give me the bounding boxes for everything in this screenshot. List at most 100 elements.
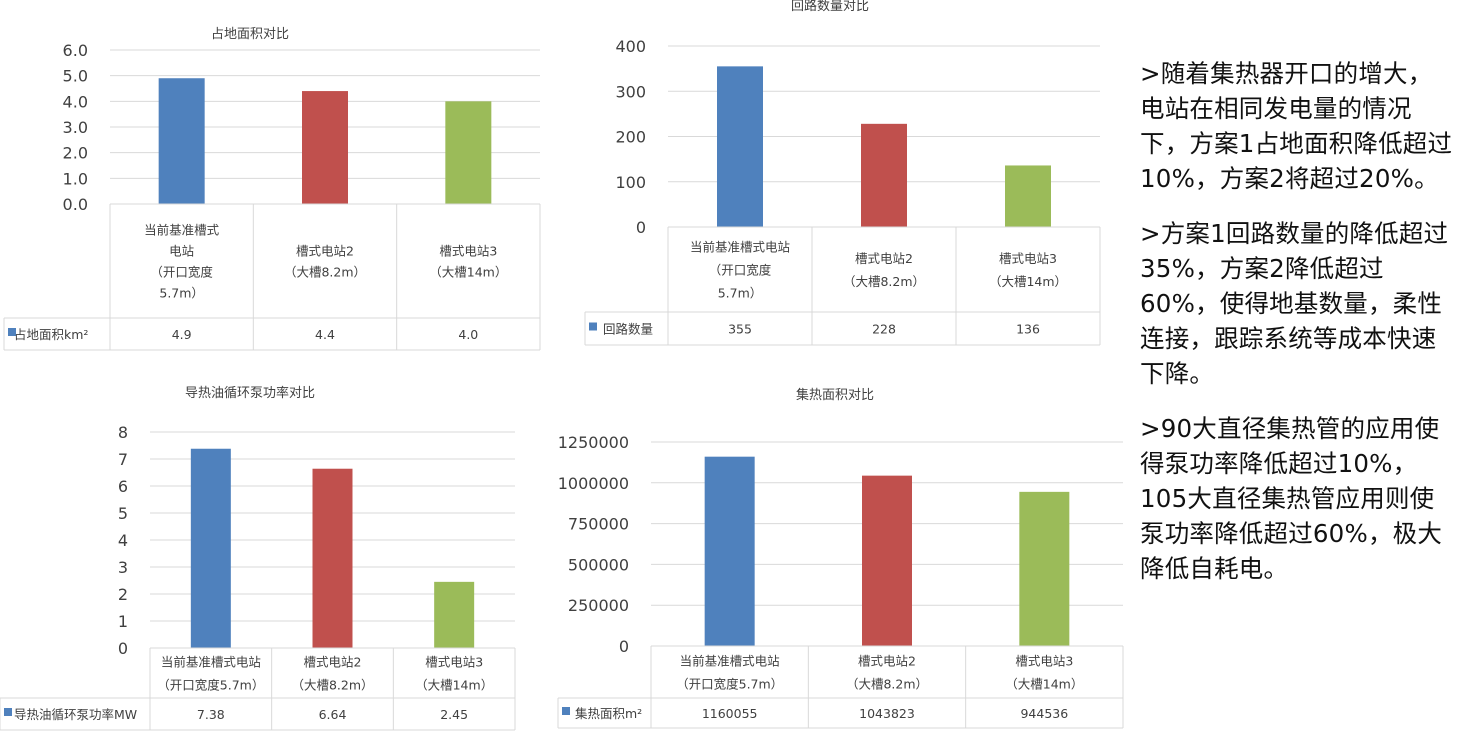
- data-label: 7.38: [197, 707, 225, 722]
- y-tick-label: 4: [118, 531, 128, 550]
- y-tick-label: 400: [615, 37, 646, 56]
- category-label: 槽式电站3: [425, 655, 483, 670]
- y-tick-label: 5.0: [63, 67, 88, 86]
- y-tick-label: 3.0: [63, 118, 88, 137]
- category-label: 电站: [169, 244, 194, 259]
- category-label: 槽式电站2: [855, 251, 913, 266]
- category-label: （大槽8.2m）: [846, 677, 928, 692]
- note-loop-count: >方案1回路数量的降低超过35%，方案2降低超过60%，使得地基数量，柔性连接，…: [1140, 219, 1449, 388]
- chart-canvas: 回路数量对比 0 100 200 300 400 当前基准槽式电站 （开口宽度 5.7m） 槽式电…: [584, 0, 1101, 346]
- category-label: （大槽8.2m）: [843, 274, 925, 289]
- category-label: （大槽14m）: [429, 265, 507, 280]
- legend-key: [562, 707, 570, 715]
- y-tick-label: 1250000: [558, 433, 629, 452]
- y-tick-label: 6: [118, 477, 128, 496]
- category-label: 当前基准槽式电站: [690, 240, 790, 255]
- chart-canvas: 集热面积对比 0 250000 500000 750000 1000000 1250000 当…: [557, 387, 1124, 729]
- category-label: 槽式电站3: [1015, 654, 1073, 669]
- bar: [302, 91, 348, 204]
- legend-key: [4, 708, 12, 716]
- category-label: 槽式电站2: [296, 244, 354, 259]
- category-label: （大槽14m）: [1005, 677, 1083, 692]
- y-tick-label: 7: [118, 450, 128, 469]
- chart-title: 回路数量对比: [791, 0, 869, 14]
- y-tick-label: 5: [118, 504, 128, 523]
- legend-label: 占地面积km²: [14, 327, 88, 342]
- category-label: （开口宽度: [709, 263, 772, 278]
- category-label: （开口宽度: [150, 265, 213, 280]
- category-label: 当前基准槽式电站: [680, 654, 780, 669]
- bar: [445, 101, 492, 204]
- y-tick-label: 0: [619, 637, 629, 656]
- category-label: （大槽8.2m）: [284, 265, 366, 280]
- data-label: 4.4: [315, 327, 335, 342]
- note-pump-power: >90大直径集热管的应用使得泵功率降低超过10%，105大直径集热管应用则使泵功…: [1140, 414, 1443, 583]
- y-tick-label: 6.0: [63, 41, 88, 60]
- data-label: 944536: [1020, 706, 1068, 721]
- category-label: 槽式电站2: [858, 654, 916, 669]
- data-label: 355: [728, 322, 752, 337]
- legend-label: 集热面积m²: [575, 706, 642, 721]
- y-tick-label: 3: [118, 558, 128, 577]
- y-tick-label: 500000: [568, 555, 629, 574]
- data-label: 4.0: [458, 327, 478, 342]
- category-label: （开口宽度5.7m）: [157, 678, 264, 693]
- data-label: 136: [1016, 322, 1040, 337]
- y-tick-label: 0.0: [63, 195, 88, 214]
- y-tick-label: 2: [118, 585, 128, 604]
- category-label: 槽式电站3: [439, 244, 497, 259]
- category-label: 当前基准槽式电站: [161, 655, 261, 670]
- bar: [312, 468, 353, 648]
- category-label: （大槽14m）: [989, 274, 1067, 289]
- category-label: 当前基准槽式: [144, 223, 220, 238]
- chart-title: 导热油循环泵功率对比: [185, 385, 315, 401]
- chart-canvas: 占地面积对比 0.0 1.0 2.0 3.0 4.0 5.0 6.0 当前基准槽式电站 （开口宽度…: [3, 27, 541, 351]
- note-land-area: >随着集热器开口的增大，电站在相同发电量的情况下，方案1占地面积降低超过10%，…: [1140, 59, 1453, 193]
- category-label: 槽式电站3: [999, 251, 1057, 266]
- chart-title: 集热面积对比: [796, 387, 874, 403]
- y-tick-label: 1000000: [558, 474, 629, 493]
- data-label: 1043823: [859, 706, 915, 721]
- bar: [717, 66, 763, 227]
- y-tick-label: 0: [118, 639, 128, 658]
- y-tick-label: 250000: [568, 596, 629, 615]
- bar: [1005, 165, 1051, 227]
- commentary-panel: >随着集热器开口的增大，电站在相同发电量的情况下，方案1占地面积降低超过10%，…: [1140, 56, 1456, 606]
- chart-title: 占地面积对比: [211, 27, 289, 42]
- y-tick-label: 1.0: [63, 169, 88, 188]
- pump-power-chart: 导热油循环泵功率对比 0 1 2 3 4 5 6 7 8 当前基准槽式电站 （开口宽度5.7m） 槽式电…: [0, 370, 525, 740]
- data-label: 6.64: [319, 707, 347, 722]
- data-label: 228: [872, 322, 896, 337]
- category-label: （开口宽度5.7m）: [676, 677, 783, 692]
- legend-label: 回路数量: [603, 322, 653, 337]
- y-tick-label: 200: [615, 128, 646, 147]
- data-label: 2.45: [440, 707, 468, 722]
- category-label: 5.7m）: [718, 286, 763, 301]
- category-label: 5.7m）: [159, 286, 204, 301]
- y-tick-label: 8: [118, 423, 128, 442]
- category-label: 槽式电站2: [304, 655, 362, 670]
- y-tick-label: 1: [118, 612, 128, 631]
- legend-key: [589, 322, 597, 331]
- loop-count-chart: 回路数量对比 0 100 200 300 400 当前基准槽式电站 （开口宽度 5.7m） 槽式电…: [575, 0, 1110, 360]
- chart-canvas: 导热油循环泵功率对比 0 1 2 3 4 5 6 7 8 当前基准槽式电站 （开口宽度5.7m） 槽式电…: [0, 385, 516, 731]
- y-tick-label: 750000: [568, 515, 629, 534]
- land-area-chart: 占地面积对比 0.0 1.0 2.0 3.0 4.0 5.0 6.0 当前基准槽式 电站 （开口宽度…: [0, 0, 545, 360]
- bar: [704, 456, 755, 646]
- y-tick-label: 2.0: [63, 144, 88, 163]
- legend-label: 导热油循环泵功率MW: [14, 707, 137, 722]
- category-label: （大槽14m）: [415, 678, 493, 693]
- y-tick-label: 0: [636, 218, 646, 237]
- collector-area-chart: 集热面积对比 0 250000 500000 750000 1000000 1250000 当…: [548, 370, 1128, 740]
- y-tick-label: 4.0: [63, 92, 88, 111]
- bar: [434, 581, 475, 648]
- legend-key: [8, 328, 16, 336]
- y-tick-label: 100: [615, 173, 646, 192]
- bar: [158, 78, 205, 204]
- y-tick-label: 300: [615, 82, 646, 101]
- bar: [862, 475, 912, 646]
- category-label: （大槽8.2m）: [291, 678, 373, 693]
- bar: [1019, 491, 1070, 646]
- data-label: 4.9: [172, 327, 192, 342]
- bar: [861, 123, 907, 227]
